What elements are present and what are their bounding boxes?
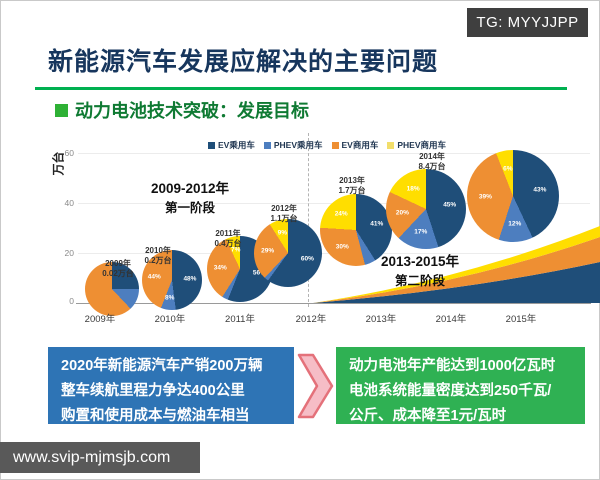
legend-swatch	[208, 141, 215, 149]
legend-swatch	[263, 141, 271, 149]
tg-watermark-text: TG: MYYJJPP	[476, 14, 579, 31]
goal-line: 动力电池年产能达到1000亿瓦时	[349, 358, 556, 374]
pie-2010年	[142, 250, 202, 310]
chart-legend: EV乘用车 PHEV乘用车 EV商用车 PHEV商用车	[208, 139, 446, 151]
pie-slice-label: 8%	[165, 294, 175, 302]
goal-box-vehicle-targets: 2020年新能源汽车产销200万辆 整车续航里程力争达400公里 购置和使用成本…	[48, 347, 294, 424]
pie-slice-label: 34%	[213, 264, 227, 272]
legend-swatch	[331, 141, 339, 149]
pie-callout: 2011年 0.4万台	[214, 229, 242, 248]
y-tick-40: 40	[64, 198, 74, 208]
pie-2015年	[467, 150, 559, 242]
pie-slice-label: 17%	[414, 228, 428, 236]
x-tick-2013年: 2013年	[365, 314, 397, 325]
y-tick-0: 0	[69, 296, 74, 306]
gridline-60	[78, 153, 590, 154]
x-tick-2009年: 2009年	[84, 314, 116, 325]
pie-callout: 2012年 1.1万台	[270, 204, 298, 223]
pie-callout: 2009年 0.02万台	[102, 259, 134, 278]
pie-slice-label: 39%	[478, 193, 492, 201]
watermark-url-bar: www.svip-mjmsjb.com	[0, 442, 200, 473]
area-band-ev-commercial	[313, 237, 600, 303]
stage-2-annotation: 2013-2015年 第二阶段	[380, 254, 460, 288]
legend-swatch	[387, 141, 395, 149]
x-tick-2010年: 2010年	[154, 314, 186, 325]
legend-item-ev-commercial: EV商用车	[331, 139, 378, 151]
pie-slice-label: 60%	[300, 255, 314, 263]
pie-2013年	[320, 194, 392, 266]
goal-line: 2020年新能源汽车产销200万辆	[61, 358, 263, 374]
x-tick-2015年: 2015年	[505, 314, 537, 325]
goal-line: 整车续航里程力争达400公里	[61, 383, 245, 399]
legend-item-ev-passenger: EV乘用车	[208, 139, 255, 151]
page-title: 新能源汽车发展应解决的主要问题	[48, 48, 439, 76]
pie-slice-label: 20%	[395, 209, 409, 217]
x-tick-2011年: 2011年	[225, 314, 255, 325]
x-tick-2012年: 2012年	[295, 314, 327, 325]
x-axis-line	[76, 303, 591, 304]
phase-divider-dashed-line	[308, 133, 309, 307]
pie-slice-label: 48%	[183, 275, 197, 283]
pie-callout: 2014年 8.4万台	[418, 152, 446, 171]
pie-callout: 2013年 1.7万台	[338, 176, 366, 195]
title-underline	[35, 87, 567, 90]
arrow-right-icon	[297, 353, 334, 419]
goal-box-battery-targets: 动力电池年产能达到1000亿瓦时 电池系统能量密度达到250千瓦/ 公斤、成本降…	[336, 347, 585, 424]
pie-slice-label: 6%	[503, 165, 513, 173]
pie-slice-label: 41%	[370, 220, 384, 228]
pie-slice-label: 18%	[406, 185, 420, 193]
pie-2009年	[85, 262, 139, 316]
pie-slice-label: 29%	[261, 247, 275, 255]
tg-watermark-badge: TG: MYYJJPP	[467, 8, 588, 37]
watermark-url: www.svip-mjmsjb.com	[13, 448, 171, 466]
pie-slice-label: 7%	[230, 246, 241, 254]
section-heading-row: 动力电池技术突破：发展目标	[55, 97, 309, 123]
pie-slice-label: 45%	[443, 201, 457, 209]
pie-callout: 2010年 0.2万台	[144, 246, 172, 265]
x-tick-2014年: 2014年	[435, 314, 467, 325]
pie-slice-label: 9%	[277, 229, 287, 237]
stage-1-annotation: 2009-2012年 第一阶段	[150, 181, 230, 215]
goal-line: 电池系统能量密度达到250千瓦/	[349, 383, 552, 399]
legend-item-phev-commercial: PHEV商用车	[387, 139, 446, 151]
bullet-square-icon	[55, 103, 68, 117]
y-tick-60: 60	[64, 148, 74, 158]
legend-item-phev-passenger: PHEV乘用车	[263, 139, 323, 151]
goal-line: 购置和使用成本与燃油车相当	[61, 408, 250, 424]
section-heading: 动力电池技术突破：发展目标	[75, 101, 309, 121]
y-tick-20: 20	[64, 248, 74, 258]
pie-slice-label: 30%	[335, 243, 349, 251]
pie-slice-label: 24%	[334, 210, 348, 218]
area-band-ev-passenger	[313, 262, 600, 303]
goal-line: 公斤、成本降至1元/瓦时	[349, 408, 507, 424]
pie-slice-label: 43%	[533, 186, 547, 194]
pie-2012年	[254, 219, 322, 287]
pie-slice-label: 44%	[147, 273, 161, 281]
pie-slice-label: 12%	[508, 220, 522, 228]
pie-2014年	[386, 169, 466, 249]
